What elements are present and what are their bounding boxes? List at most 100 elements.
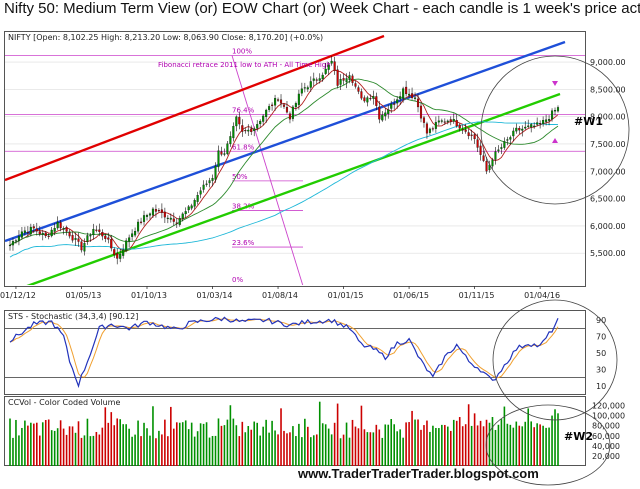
volume-bar bbox=[229, 405, 232, 466]
volume-bar bbox=[271, 420, 273, 466]
candle bbox=[458, 124, 461, 129]
candle bbox=[53, 228, 56, 232]
candle bbox=[369, 97, 372, 100]
volume-bar bbox=[205, 422, 208, 466]
candle bbox=[86, 235, 89, 242]
volume-bar bbox=[503, 406, 506, 466]
volume-bar bbox=[131, 436, 133, 466]
candle bbox=[202, 184, 205, 190]
wave-label-w2: #W2 bbox=[564, 430, 593, 443]
volume-bar bbox=[494, 429, 497, 466]
candle bbox=[494, 151, 497, 160]
candle bbox=[157, 210, 160, 212]
candle bbox=[169, 217, 172, 220]
volume-bar bbox=[68, 426, 71, 466]
volume-bar bbox=[330, 434, 333, 466]
volume-bar bbox=[268, 432, 270, 466]
stoch-y-tick: 90 bbox=[596, 316, 606, 325]
volume-bar bbox=[435, 427, 437, 466]
volume-bar bbox=[232, 418, 235, 466]
candle bbox=[542, 119, 545, 125]
volume-bar bbox=[9, 418, 11, 466]
volume-bar bbox=[164, 419, 166, 466]
volume-bar bbox=[265, 419, 267, 466]
volume-bar bbox=[217, 418, 220, 466]
volume-bar bbox=[348, 437, 351, 466]
candle bbox=[104, 235, 107, 239]
volume-bar bbox=[122, 424, 124, 466]
candle bbox=[321, 74, 324, 80]
candle bbox=[506, 139, 509, 141]
x-tick-label: 01/12/12 bbox=[0, 291, 36, 300]
candle bbox=[497, 149, 500, 152]
x-tick-label: 01/01/15 bbox=[328, 291, 364, 300]
candle bbox=[333, 61, 336, 71]
candle bbox=[413, 97, 417, 99]
candle bbox=[348, 75, 351, 80]
volume-bar bbox=[455, 420, 458, 466]
volume-bar bbox=[140, 436, 142, 466]
volume-bar bbox=[485, 419, 488, 466]
candle bbox=[479, 145, 482, 155]
volume-bar bbox=[369, 432, 372, 466]
candle bbox=[166, 217, 169, 219]
volume-bar bbox=[318, 401, 321, 466]
volume-bar bbox=[429, 431, 431, 466]
candle bbox=[425, 123, 429, 134]
stochastic-panel-label: STS - Stochastic (34,3,4) [90.12] bbox=[8, 312, 138, 321]
candle bbox=[137, 221, 140, 232]
volume-bar bbox=[274, 430, 276, 466]
candle bbox=[44, 232, 47, 237]
volume-bar bbox=[220, 425, 223, 466]
candle bbox=[357, 87, 360, 92]
fib-level-label: 100% bbox=[232, 47, 252, 55]
volume-bar bbox=[47, 419, 50, 466]
volume-bar bbox=[36, 422, 38, 466]
candle bbox=[402, 88, 405, 99]
candle bbox=[193, 200, 196, 207]
candle bbox=[297, 93, 300, 105]
candle bbox=[336, 69, 339, 86]
volume-bar bbox=[292, 426, 294, 466]
candle bbox=[148, 213, 152, 216]
volume-bar bbox=[259, 435, 261, 466]
volume-bar bbox=[193, 436, 196, 466]
volume-y-tick: 120,000 bbox=[592, 402, 625, 411]
candle bbox=[330, 60, 333, 64]
volume-bar bbox=[482, 426, 485, 466]
candle bbox=[318, 78, 321, 81]
candle bbox=[74, 238, 77, 240]
volume-bar bbox=[256, 422, 258, 466]
candle bbox=[384, 112, 387, 117]
candle bbox=[509, 137, 512, 140]
candle bbox=[71, 235, 74, 241]
candle bbox=[312, 78, 315, 81]
volume-bar bbox=[125, 424, 127, 466]
candle bbox=[95, 229, 98, 231]
candle bbox=[285, 107, 289, 113]
candle bbox=[196, 195, 199, 202]
candle bbox=[59, 222, 62, 229]
volume-bar bbox=[411, 410, 413, 466]
candle bbox=[47, 235, 50, 237]
ma-long-line bbox=[9, 121, 559, 258]
volume-bar bbox=[27, 425, 29, 466]
volume-bar bbox=[542, 425, 544, 466]
volume-bar bbox=[202, 423, 205, 466]
candle bbox=[434, 122, 437, 129]
candle bbox=[416, 98, 420, 108]
price-y-tick: 6,000.00 bbox=[590, 222, 626, 231]
volume-bar bbox=[423, 425, 425, 466]
volume-bar bbox=[414, 419, 416, 466]
candle bbox=[20, 231, 23, 238]
candle bbox=[440, 120, 443, 122]
candle bbox=[223, 153, 226, 155]
volume-panel-label: CCVol - Color Coded Volume bbox=[8, 398, 120, 407]
volume-bar bbox=[363, 429, 366, 466]
candle bbox=[324, 68, 327, 74]
candle bbox=[83, 243, 86, 252]
candle bbox=[11, 241, 15, 246]
volume-bar bbox=[53, 430, 56, 466]
volume-bar bbox=[80, 437, 83, 466]
candle bbox=[524, 126, 527, 129]
